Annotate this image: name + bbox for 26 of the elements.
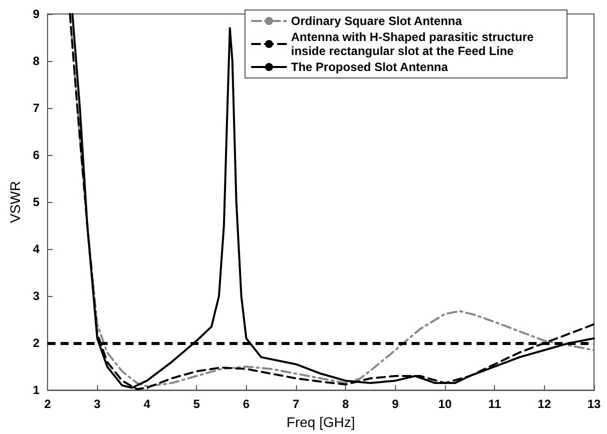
y-axis-title: VSWR [7, 181, 23, 224]
y-tick-label: 3 [32, 289, 40, 304]
x-tick-label: 5 [193, 397, 200, 412]
legend-label: Antenna with H-Shaped parasitic structure inside rectangular slot at the Feed Line [291, 30, 538, 58]
x-tick-label: 11 [488, 397, 502, 412]
x-axis-title: Freq [GHz] [286, 414, 356, 430]
x-tick-label: 13 [587, 397, 601, 412]
y-tick-label: 1 [32, 383, 40, 398]
x-tick-label: 7 [292, 397, 300, 412]
x-tick-label: 2 [44, 397, 52, 412]
y-tick-label: 5 [32, 195, 40, 210]
x-tick-label: 6 [242, 397, 250, 412]
y-tick-label: 7 [32, 101, 40, 116]
y-tick-label: 6 [32, 148, 40, 162]
legend-label: The Proposed Slot Antenna [291, 60, 448, 74]
y-tick-label: 2 [32, 336, 40, 350]
y-tick-label: 9 [32, 7, 40, 21]
y-tick-label: 8 [32, 54, 40, 68]
x-tick-label: 8 [342, 397, 350, 412]
y-tick-label: 4 [32, 242, 40, 256]
x-tick-label: 10 [438, 397, 452, 412]
x-tick-label: 3 [94, 397, 101, 412]
x-tick-label: 9 [392, 397, 399, 412]
legend-label: Ordinary Square Slot Antenna [291, 14, 462, 28]
x-tick-label: 12 [538, 397, 552, 412]
x-tick-label: 4 [144, 397, 151, 412]
